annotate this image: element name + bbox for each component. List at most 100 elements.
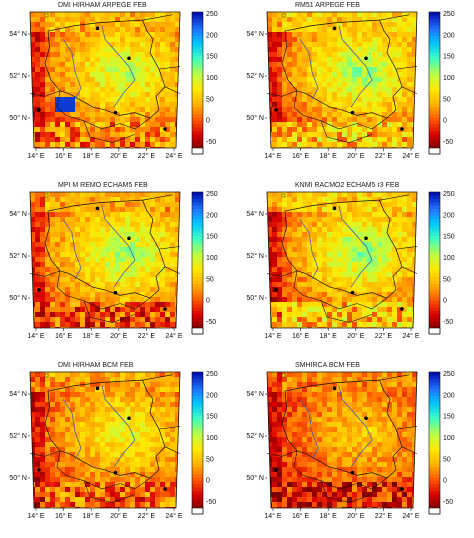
colorbar-tick-label: 200 — [443, 32, 455, 39]
latitude-tick-label: 50° N — [246, 294, 264, 302]
longitude-tick-label: 20° E — [347, 152, 365, 160]
colorbar-tick-label: 150 — [206, 54, 218, 61]
colorbar-tick-label: 250 — [206, 11, 218, 18]
colorbar-tick-label: 250 — [443, 11, 455, 18]
city-marker — [37, 288, 41, 292]
city-marker — [96, 387, 100, 391]
longitude-tick-label: 24° E — [402, 152, 420, 160]
city-marker — [400, 487, 404, 491]
city-marker — [96, 207, 100, 211]
longitude-tick-label: 18° E — [83, 332, 101, 340]
longitude-tick-label: 22° E — [138, 152, 156, 160]
latitude-tick-label: 54° N — [246, 390, 264, 398]
city-marker — [37, 108, 41, 112]
colorbar-tick-label: 250 — [443, 371, 455, 378]
longitude-tick-label: 22° E — [375, 152, 393, 160]
colorbar-tick-label: 50 — [206, 276, 214, 283]
colorbar-tick-label: 250 — [443, 191, 455, 198]
colorbar-tick-label: 50 — [443, 96, 451, 103]
longitude-tick-label: 20° E — [347, 512, 365, 520]
longitude-tick-label: 22° E — [375, 512, 393, 520]
latitude-tick-label: 52° N — [9, 72, 27, 80]
longitude-tick-label: 24° E — [402, 332, 420, 340]
colorbar-tick-label: 50 — [206, 96, 214, 103]
latitude-tick-label: 50° N — [9, 294, 27, 302]
colorbar-tick-label: 0 — [443, 298, 447, 305]
city-marker — [333, 387, 337, 391]
longitude-tick-label: 16° E — [55, 512, 73, 520]
latitude-tick-label: 52° N — [246, 432, 264, 440]
city-marker — [364, 416, 368, 420]
longitude-tick-label: 18° E — [320, 152, 338, 160]
city-marker — [127, 416, 131, 420]
longitude-tick-label: 20° E — [110, 152, 128, 160]
colorbar-tick-label: 50 — [206, 456, 214, 463]
colorbar-tick-label: 250 — [206, 371, 218, 378]
colorbar-tick-label: 150 — [206, 234, 218, 241]
city-marker — [333, 27, 337, 31]
city-marker — [114, 291, 118, 295]
city-marker — [163, 127, 167, 131]
latitude-tick-label: 54° N — [9, 390, 27, 398]
longitude-tick-label: 22° E — [138, 332, 156, 340]
city-marker — [364, 56, 368, 60]
colorbar-tick-label: 150 — [443, 234, 455, 241]
city-marker — [400, 127, 404, 131]
colorbar-tick-label: -50 — [443, 139, 453, 146]
city-marker — [163, 487, 167, 491]
longitude-tick-label: 22° E — [375, 332, 393, 340]
latitude-tick-label: 54° N — [9, 30, 27, 38]
colorbar-tick-label: 50 — [443, 276, 451, 283]
longitude-tick-label: 24° E — [165, 152, 183, 160]
colorbar-tick-label: 150 — [443, 54, 455, 61]
colorbar-tick-label: 250 — [206, 191, 218, 198]
longitude-tick-label: 16° E — [292, 152, 310, 160]
longitude-tick-label: 14° E — [264, 332, 282, 340]
colorbar-tick-label: 200 — [443, 392, 455, 399]
colorbar-tick-label: 100 — [443, 435, 455, 442]
city-marker — [364, 236, 368, 240]
city-marker — [127, 56, 131, 60]
colorbar-tick-label: 200 — [206, 392, 218, 399]
colorbar-tick-label: 0 — [443, 478, 447, 485]
longitude-tick-label: 18° E — [320, 512, 338, 520]
longitude-tick-label: 16° E — [55, 332, 73, 340]
colorbar-tick-label: -50 — [206, 319, 216, 326]
longitude-tick-label: 14° E — [27, 152, 45, 160]
city-marker — [96, 27, 100, 31]
colorbar-tick-label: 0 — [206, 478, 210, 485]
city-marker — [274, 108, 278, 112]
latitude-tick-label: 50° N — [246, 114, 264, 122]
latitude-tick-label: 52° N — [9, 252, 27, 260]
colorbar-tick-label: 100 — [443, 75, 455, 82]
city-marker — [127, 236, 131, 240]
latitude-tick-label: 50° N — [9, 474, 27, 482]
latitude-tick-label: 50° N — [9, 114, 27, 122]
longitude-tick-label: 18° E — [83, 512, 101, 520]
colorbar-tick-label: -50 — [206, 499, 216, 506]
city-marker — [37, 468, 41, 472]
colorbar-tick-label: 200 — [206, 32, 218, 39]
colorbar-tick-label: 100 — [206, 255, 218, 262]
longitude-tick-label: 18° E — [83, 152, 101, 160]
latitude-tick-label: 54° N — [246, 30, 264, 38]
latitude-tick-label: 52° N — [246, 72, 264, 80]
city-marker — [274, 468, 278, 472]
longitude-tick-label: 22° E — [138, 512, 156, 520]
latitude-tick-label: 52° N — [246, 252, 264, 260]
city-marker — [114, 111, 118, 115]
